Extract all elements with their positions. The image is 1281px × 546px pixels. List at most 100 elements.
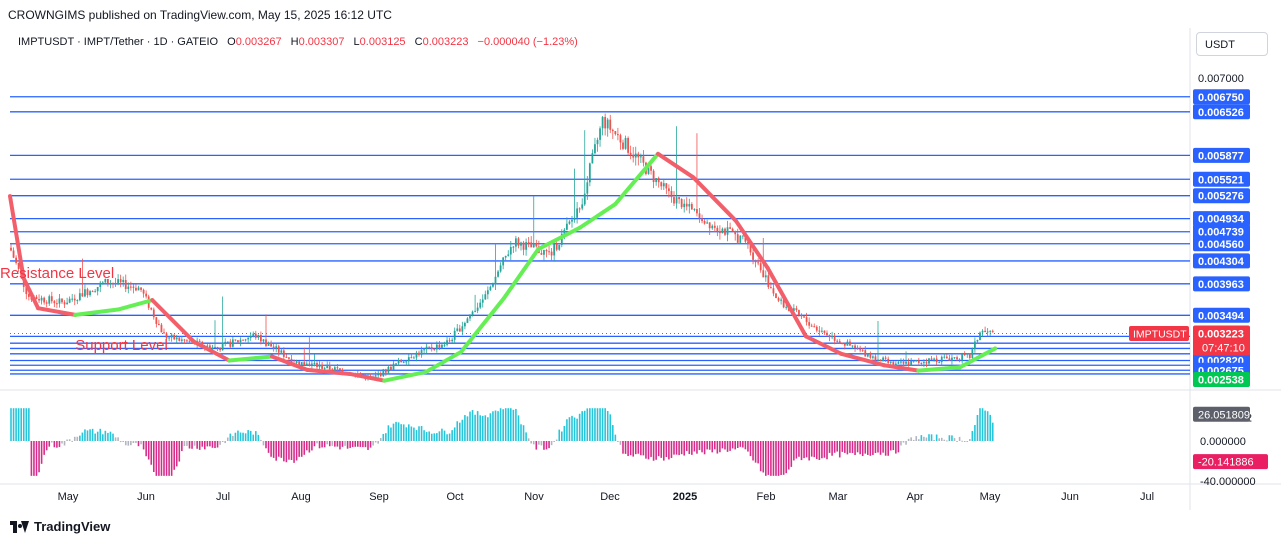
histogram-bar — [28, 408, 30, 441]
candle-body — [244, 339, 247, 341]
candle-body — [833, 336, 836, 341]
candle-body — [392, 363, 395, 370]
histogram-bar — [124, 441, 127, 446]
time-tick-label: Feb — [757, 491, 776, 503]
histogram-bar — [479, 415, 481, 441]
candle-body — [696, 209, 698, 214]
oscillator-axis[interactable]: 22.7422620.000000-40.00000026.051809-20.… — [1193, 406, 1268, 488]
candle-body — [247, 337, 250, 340]
candle-body — [390, 366, 392, 370]
candle-body — [887, 358, 890, 363]
ma-segment — [270, 354, 310, 372]
candle-body — [234, 339, 237, 341]
histogram-bar — [257, 434, 260, 441]
annotation-label[interactable]: Support Level — [75, 337, 168, 354]
histogram-bar — [150, 441, 153, 465]
currency-selector[interactable]: USDT — [1196, 32, 1268, 56]
level-price-label: 0.003963 — [1198, 279, 1244, 291]
histogram-bar — [390, 427, 392, 441]
histogram-bar — [76, 436, 79, 441]
histogram-bar — [221, 441, 224, 442]
histogram-bar — [214, 441, 216, 449]
ma-segment — [424, 349, 464, 374]
histogram-bar — [481, 415, 484, 441]
histogram-bar — [492, 411, 494, 441]
histogram-bar — [841, 441, 844, 452]
candle-body — [989, 330, 992, 332]
histogram-bar — [183, 441, 186, 447]
candle-body — [407, 357, 410, 362]
candle-body — [160, 324, 163, 333]
histogram-bar — [808, 441, 810, 461]
histogram-bar — [724, 441, 726, 450]
candle-body — [150, 307, 153, 310]
candle-body — [762, 270, 765, 278]
footer-brand-text: TradingView — [34, 519, 111, 534]
histogram-bar — [68, 439, 71, 441]
candle-body — [889, 361, 892, 363]
histogram-bar — [147, 441, 150, 460]
histogram-bar — [188, 441, 191, 449]
candle-body — [782, 299, 785, 308]
candle-body — [242, 339, 244, 341]
candle-body — [958, 359, 961, 361]
candle-body — [104, 278, 107, 283]
histogram-bar — [206, 441, 209, 447]
candle-body — [831, 336, 833, 338]
histogram-bar — [280, 441, 283, 458]
oscillator-tick-label: 0.000000 — [1200, 436, 1246, 448]
candle-body — [877, 359, 879, 361]
histogram-bar — [561, 431, 563, 441]
candle-body — [466, 318, 469, 323]
histogram-bar — [127, 441, 130, 446]
time-tick-label: Jul — [216, 491, 230, 503]
histogram-bar — [117, 437, 119, 441]
histogram-bar — [665, 441, 668, 458]
candle-body — [670, 190, 673, 198]
candle-body — [984, 330, 986, 333]
price-axis[interactable]: 0.007000 0.006750 0.006526 0.005877 0.005521… — [1129, 73, 1250, 387]
candle-body — [818, 330, 821, 332]
ma-segment — [613, 151, 660, 207]
candle-body — [260, 334, 262, 342]
histogram-bar — [272, 441, 275, 458]
histogram-bar — [334, 441, 336, 447]
histogram-bar — [364, 441, 367, 448]
histogram-bar — [790, 441, 793, 467]
candle-body — [813, 326, 816, 328]
candle-body — [609, 119, 612, 130]
candle-body — [84, 289, 86, 297]
histogram-bar — [211, 441, 214, 448]
histogram-bar — [242, 432, 244, 441]
candle-body — [328, 364, 331, 370]
candle-body — [507, 254, 510, 256]
candle-body — [249, 336, 252, 338]
candle-body — [272, 346, 275, 349]
histogram-bar — [596, 408, 599, 441]
histogram-bar — [415, 430, 418, 441]
candle-body — [224, 341, 227, 344]
candle-body — [387, 366, 390, 373]
candle-body — [129, 286, 132, 288]
histogram-bar — [614, 434, 617, 441]
histogram-bar — [219, 441, 221, 445]
candle-body — [902, 361, 905, 364]
histogram-bar — [535, 441, 538, 450]
annotation-label[interactable]: Resistance Level — [0, 265, 114, 282]
candle-body — [405, 361, 408, 363]
candle-body — [632, 154, 635, 158]
histogram-bar — [578, 413, 581, 441]
histogram-bar — [201, 441, 204, 447]
histogram-bar — [854, 441, 856, 456]
candle-body — [601, 116, 604, 129]
level-price-label: 0.006526 — [1198, 107, 1244, 119]
candle-body — [945, 356, 948, 359]
candle-body — [940, 356, 943, 363]
histogram-bar — [594, 408, 596, 441]
level-price-label: 0.005521 — [1198, 174, 1244, 186]
candle-body — [492, 284, 494, 287]
histogram-bar — [759, 441, 762, 472]
candle-body — [581, 204, 584, 209]
time-axis[interactable]: May Jun Jul Aug Sep Oct Nov Dec 2025 Feb Mar Apr May… — [58, 491, 1154, 503]
